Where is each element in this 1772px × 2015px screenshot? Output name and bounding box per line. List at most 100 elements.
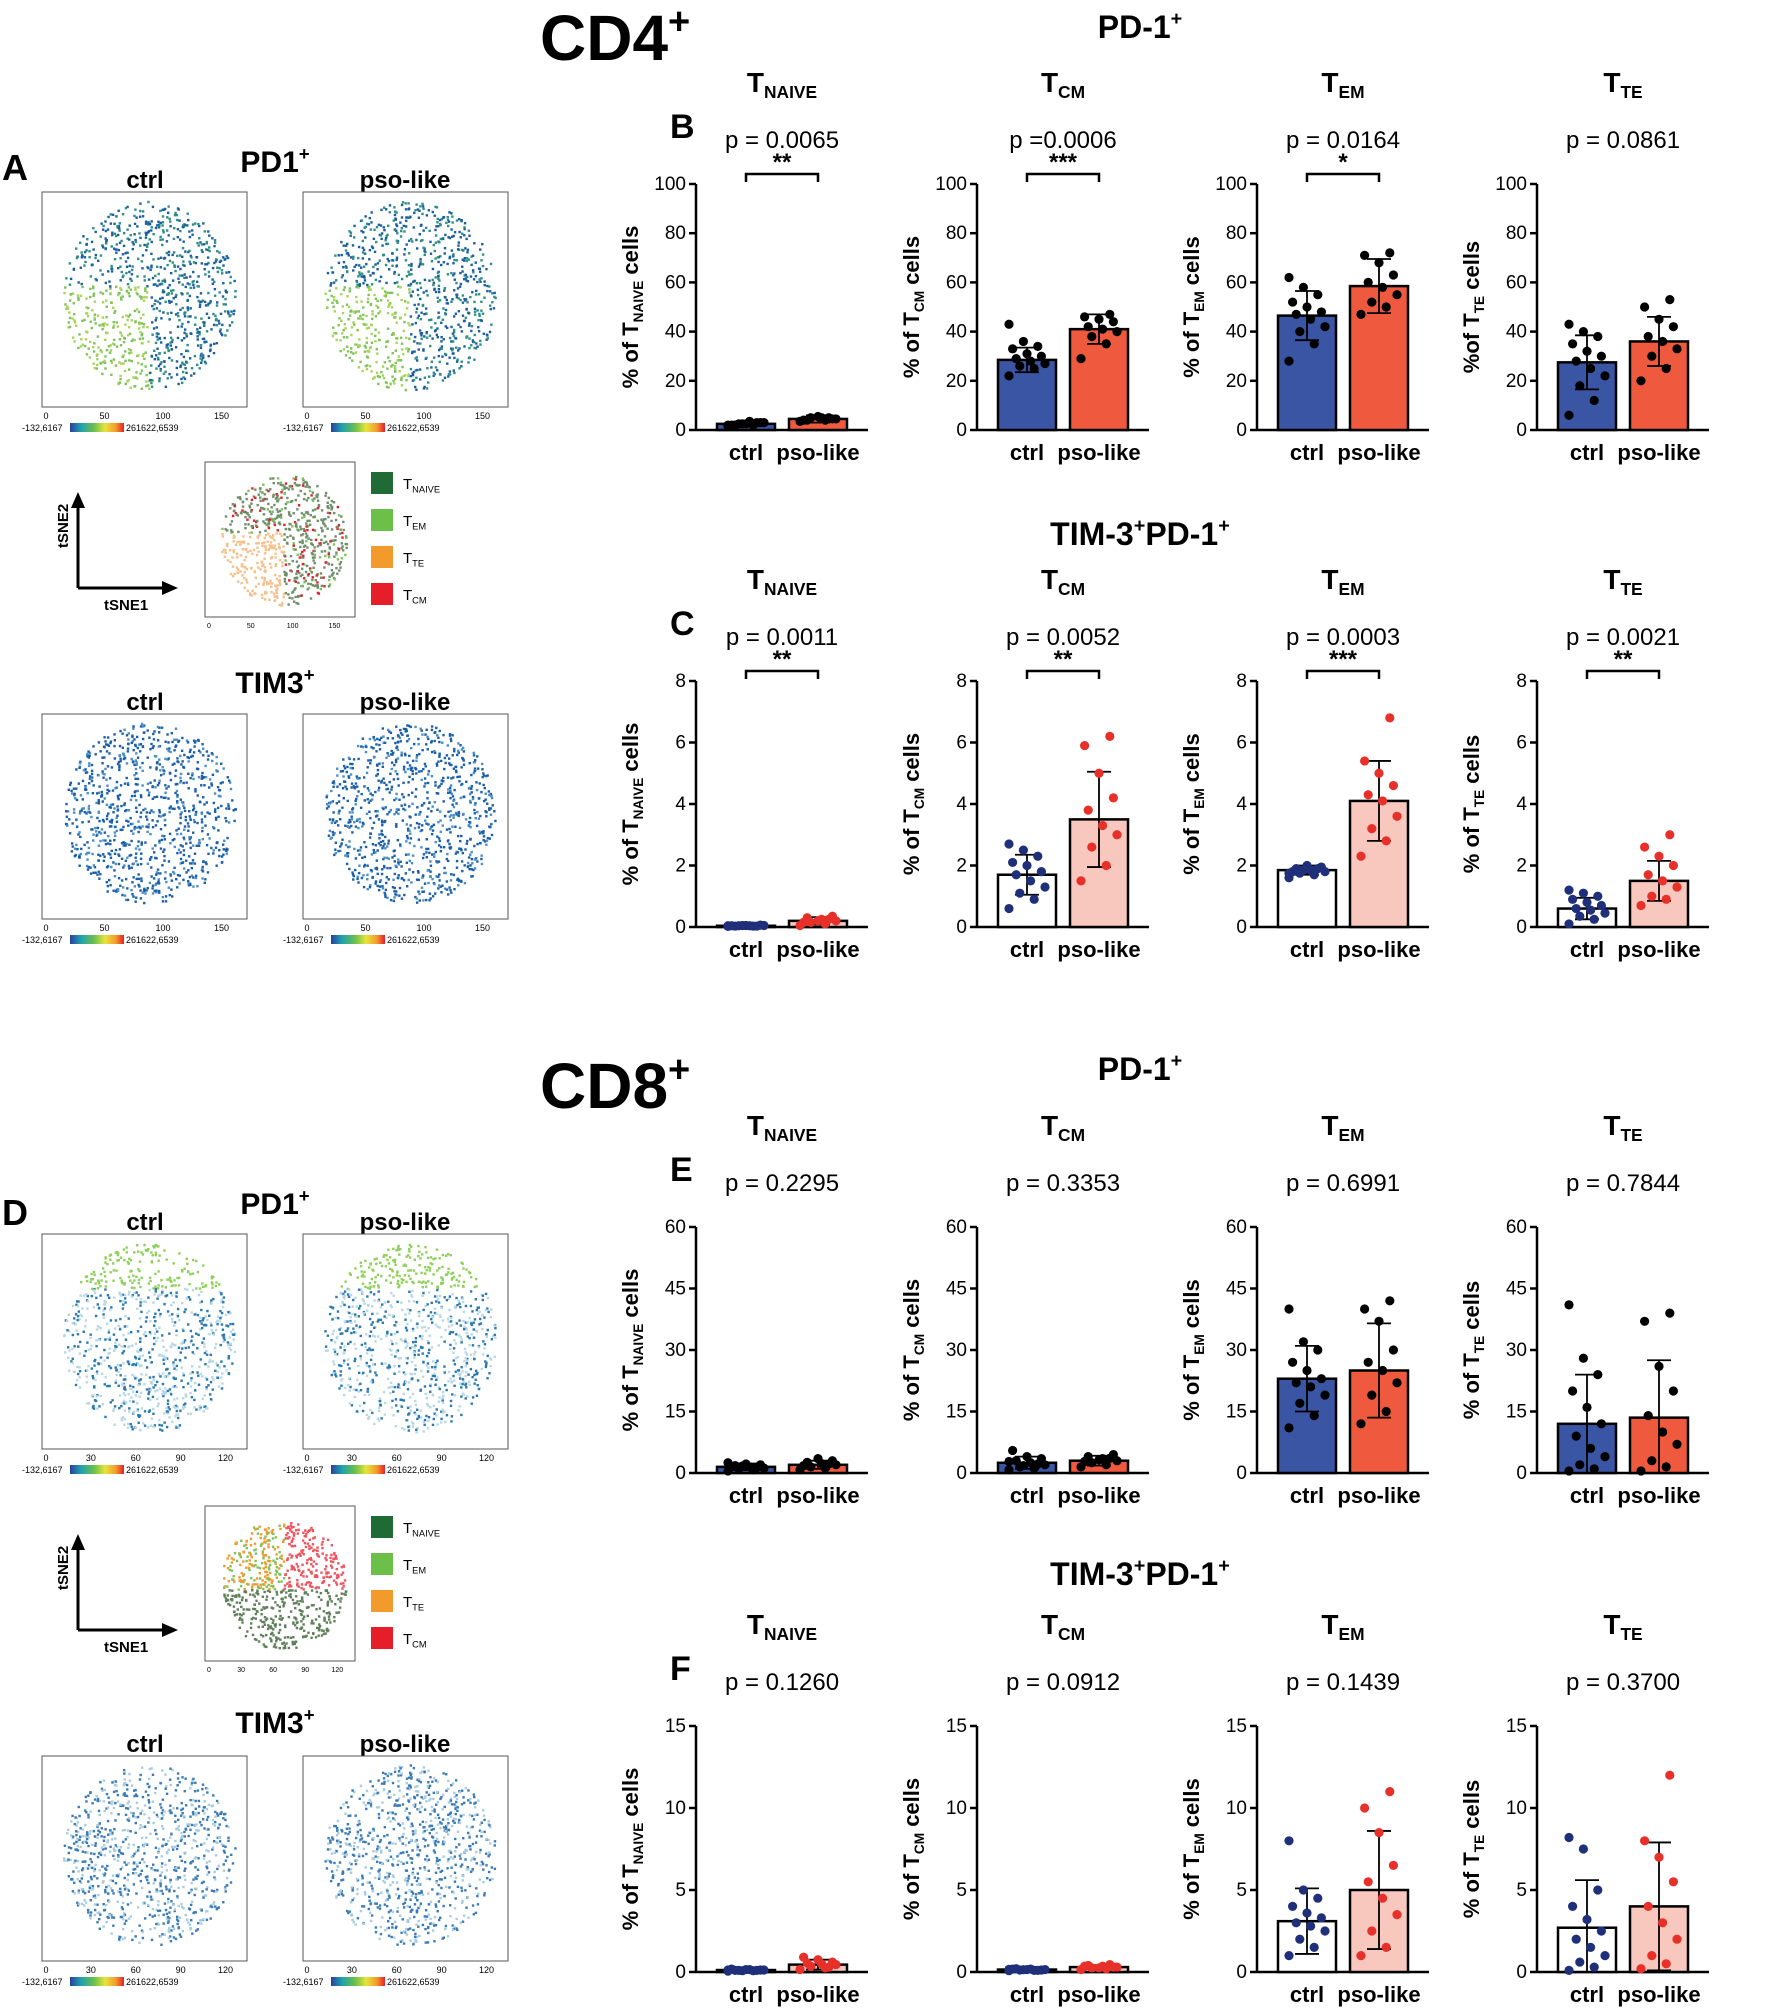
tsne-dot (437, 844, 441, 847)
tsne-dot (139, 794, 143, 797)
tsne-dot (188, 1282, 191, 1286)
tsne-dot (451, 825, 454, 828)
tsne-dot (395, 808, 398, 811)
tsne-dot (449, 818, 453, 822)
tsne-dot (96, 357, 99, 361)
tsne-dot (163, 1302, 166, 1306)
tsne-dot (451, 349, 454, 352)
tsne-dot (356, 785, 359, 788)
tsne-dot (410, 881, 413, 884)
tsne-dot (220, 855, 224, 858)
tsne-dot (254, 496, 257, 500)
tsne-dot (88, 775, 92, 778)
tsne-dot (201, 865, 204, 869)
tsne-dot (204, 304, 208, 307)
tsne-dot (403, 803, 407, 806)
tsne-dot (347, 305, 351, 309)
tsne-dot (98, 1405, 101, 1408)
tsne-dot (97, 1307, 101, 1310)
tsne-dot (380, 781, 383, 784)
tsne-dot (449, 809, 453, 813)
tsne-dot (218, 266, 221, 270)
tsne-dot (215, 864, 218, 867)
tsne-dot (218, 848, 221, 852)
tsne-dot (454, 769, 458, 772)
tsne-dot (438, 879, 441, 882)
tsne-dot (447, 220, 451, 223)
tsne-dot (479, 343, 482, 346)
tsne-dot (461, 851, 465, 855)
tsne-dot (100, 790, 104, 794)
tsne-dot (233, 572, 236, 576)
tsne-dot (152, 851, 156, 854)
tsne-dot (463, 345, 466, 348)
tsne-dot (157, 880, 160, 883)
tsne-dot (418, 368, 422, 371)
tsne-dot (375, 750, 378, 753)
tsne-dot (278, 558, 282, 562)
tsne-dot (328, 511, 332, 515)
tsne-dot (354, 857, 358, 860)
tsne-dot (365, 341, 368, 344)
legend-swatch (371, 546, 393, 568)
tsne-dot (224, 303, 228, 306)
tsne-dot (192, 261, 196, 264)
tsne-dot (64, 810, 68, 813)
tsne-dot (463, 881, 467, 885)
tsne-dot (349, 231, 353, 234)
tsne-dot (163, 280, 167, 283)
tsne-dot (100, 793, 104, 797)
tsne-dot (403, 230, 406, 233)
tsne-dot (458, 367, 461, 370)
tsne-dot (468, 234, 471, 237)
tsne-dot (442, 733, 445, 737)
tsne-dot (156, 820, 159, 823)
tsne-dot (350, 815, 353, 818)
tsne-dot (357, 871, 361, 875)
tsne-dot (372, 735, 375, 739)
tsne-dot (417, 890, 420, 893)
tsne-dot (339, 349, 342, 353)
tsne-dot (318, 542, 321, 545)
tsne-dot (435, 762, 439, 765)
tsne-dot (225, 1369, 228, 1372)
tsne-dot (421, 205, 425, 208)
tsne-dot (415, 247, 419, 250)
tsne-dot (420, 886, 424, 890)
tsne-dot (430, 366, 433, 369)
tsne-dot (293, 520, 297, 524)
tsne-dot (398, 798, 401, 801)
tsne-dot (178, 238, 182, 241)
tsne-dot (176, 325, 180, 328)
tsne-dot (405, 840, 408, 843)
tsne-dot (381, 839, 385, 843)
tsne-dot (167, 1406, 170, 1409)
tsne-dot (136, 863, 139, 866)
tsne-dot (402, 352, 405, 356)
tsne-dot (175, 1329, 178, 1333)
tsne-dot (204, 861, 208, 864)
tsne-dot (358, 820, 362, 824)
tsne-dot (149, 781, 152, 784)
tsne-dot (98, 831, 101, 834)
tsne-dot (480, 862, 484, 866)
tsne-title: PD1+ (240, 1185, 309, 1221)
tsne-dot (455, 346, 458, 349)
tsne-dot (129, 277, 132, 281)
tsne-dot (189, 818, 192, 822)
tsne-dot (75, 247, 78, 250)
tsne-dot (371, 310, 374, 313)
tsne-dot (423, 385, 426, 389)
tsne-dot (105, 289, 108, 292)
tsne-dot (434, 322, 437, 325)
tsne-dot (112, 247, 116, 250)
tsne-dot (137, 1268, 140, 1271)
tsne-dot (482, 799, 486, 803)
tsne-dot (327, 578, 331, 582)
tsne-dot (288, 563, 291, 566)
tsne-dot (276, 584, 280, 587)
tsne-dot (292, 544, 295, 547)
tsne-dot (392, 878, 395, 881)
tsne-dot (249, 510, 253, 513)
tsne-dot (383, 290, 387, 293)
